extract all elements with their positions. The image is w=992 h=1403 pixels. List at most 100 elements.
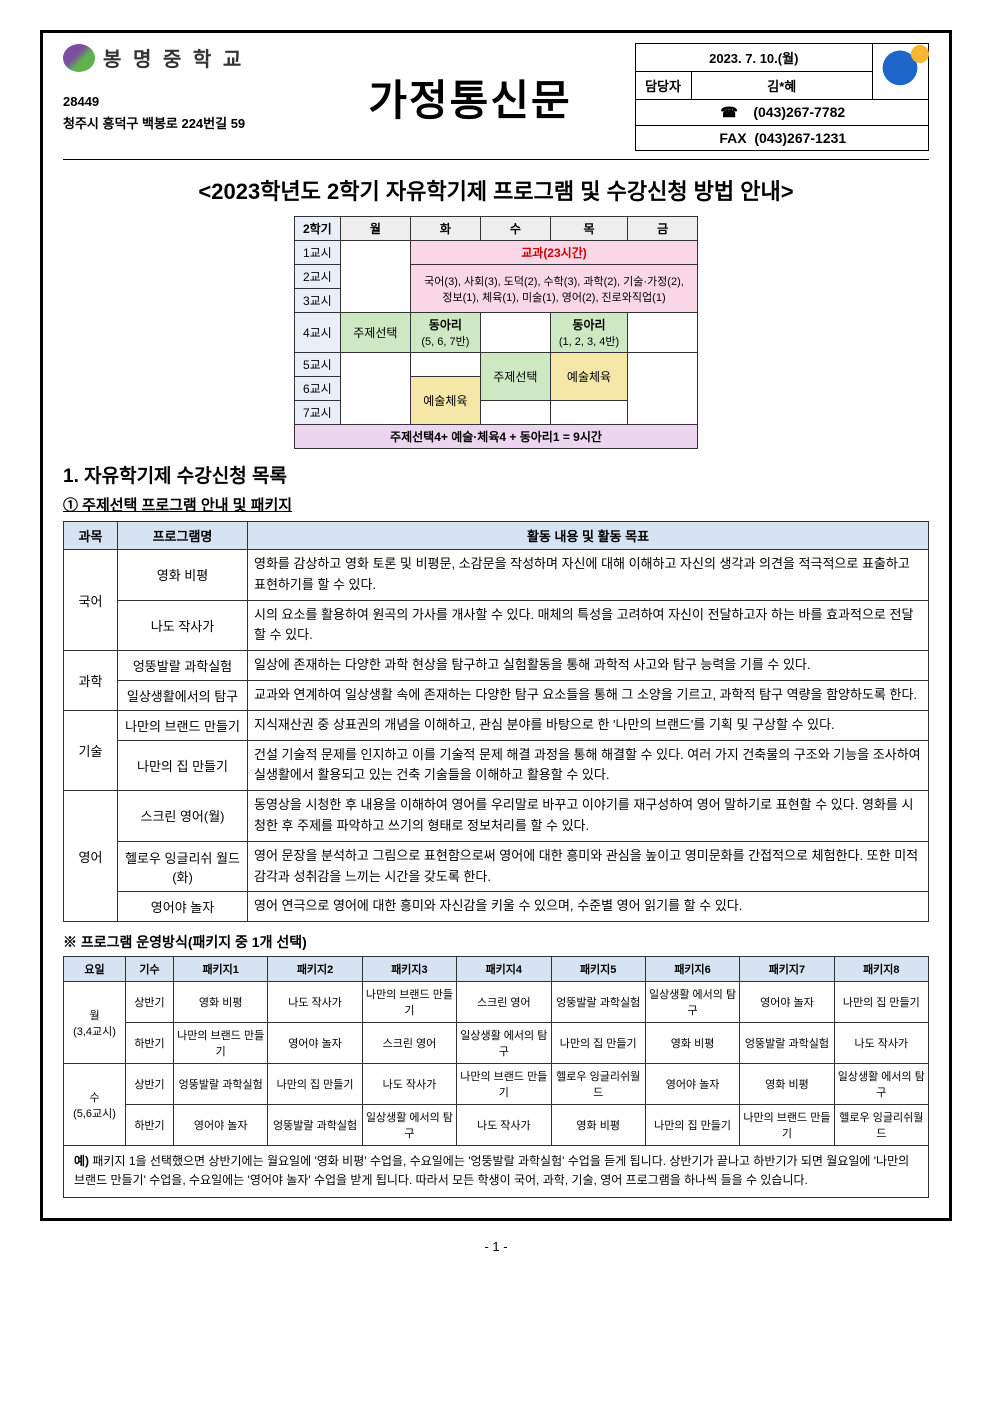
package-cell: 엉뚱발랄 과학실험 — [551, 982, 645, 1023]
seal-stamp-icon — [879, 49, 921, 91]
program-desc: 동영상을 시청한 후 내용을 이해하여 영어를 우리말로 바꾸고 이야기를 재구… — [248, 791, 929, 842]
schedule-corner: 2학기 — [294, 217, 340, 241]
package-cell: 일상생활 에서의 탐구 — [362, 1105, 456, 1146]
program-h-desc: 활동 내용 및 활동 목표 — [248, 522, 929, 550]
fri-blank-4 — [628, 313, 698, 353]
program-row: 나도 작사가시의 요소를 활용하여 원곡의 가사를 개사할 수 있다. 매체의 … — [64, 600, 929, 651]
wed-blank-4 — [480, 313, 550, 353]
schedule-summary: 주제선택4+ 예술·체육4 + 동아리1 = 9시간 — [294, 425, 697, 449]
header-right: 2023. 7. 10.(월) 담당자 김*혜 ☎ (043)267-7782 — [635, 43, 929, 151]
package-term: 상반기 — [126, 982, 174, 1023]
package-cell: 나도 작사가 — [268, 982, 362, 1023]
package-header-cell: 패키지5 — [551, 957, 645, 982]
package-day: 수 (5,6교시) — [64, 1064, 126, 1146]
program-row: 헬로우 잉글리쉬 월드(화)영어 문장을 분석하고 그림으로 표현함으로써 영어… — [64, 841, 929, 892]
schedule-wrap: 2학기 월 화 수 목 금 1교시 교과(23시간) 2교시 국어(3), 사회… — [63, 216, 929, 449]
package-cell: 스크린 영어 — [457, 982, 551, 1023]
program-subject: 기술 — [64, 710, 118, 790]
program-row: 국어영화 비평영화를 감상하고 영화 토론 및 비평문, 소감문을 작성하며 자… — [64, 550, 929, 601]
package-header-row: 요일기수패키지1패키지2패키지3패키지4패키지5패키지6패키지7패키지8 — [64, 957, 929, 982]
curriculum-detail-2: 정보(1), 체육(1), 미술(1), 영어(2), 진로와직업(1) — [442, 292, 665, 304]
program-desc: 영화를 감상하고 영화 토론 및 비평문, 소감문을 작성하며 자신에 대해 이… — [248, 550, 929, 601]
package-day: 월 (3,4교시) — [64, 982, 126, 1064]
period-7: 7교시 — [294, 401, 340, 425]
program-name: 엉뚱발랄 과학실험 — [118, 651, 248, 681]
tel-value: (043)267-7782 — [753, 104, 845, 120]
program-desc: 시의 요소를 활용하여 원곡의 가사를 개사할 수 있다. 매체의 특성을 고려… — [248, 600, 929, 651]
program-desc: 일상에 존재하는 다양한 과학 현상을 탐구하고 실험활동을 통해 과학적 사고… — [248, 651, 929, 681]
package-cell: 엉뚱발랄 과학실험 — [268, 1105, 362, 1146]
contact-tel: ☎ (043)267-7782 — [635, 100, 928, 126]
package-header-cell: 패키지2 — [268, 957, 362, 982]
club1-name: 동아리 — [429, 318, 462, 332]
tel-label: ☎ — [720, 104, 737, 120]
program-desc: 교과와 연계하여 일상생활 속에 존재하는 다양한 탐구 요소들을 통해 그 소… — [248, 680, 929, 710]
tue-blank-5 — [410, 353, 480, 377]
period-4: 4교시 — [294, 313, 340, 353]
package-cell: 영어야 놀자 — [268, 1023, 362, 1064]
mon-blank — [340, 241, 410, 313]
package-cell: 나만의 집 만들기 — [834, 982, 928, 1023]
topic-mon: 주제선택 — [340, 313, 410, 353]
school-logo-icon — [63, 44, 95, 72]
document-title: <2023학년도 2학기 자유학기제 프로그램 및 수강신청 방법 안내> — [63, 174, 929, 206]
example-box: 예) 패키지 1을 선택했으면 상반기에는 월요일에 '영화 비평' 수업을, … — [63, 1146, 929, 1197]
package-cell: 엉뚱발랄 과학실험 — [740, 1023, 834, 1064]
package-row: 월 (3,4교시)상반기영화 비평나도 작사가나만의 브랜드 만들기스크린 영어… — [64, 982, 929, 1023]
package-cell: 영화 비평 — [645, 1023, 739, 1064]
package-row: 하반기나만의 브랜드 만들기영어야 놀자스크린 영어일상생활 에서의 탐구나만의… — [64, 1023, 929, 1064]
package-header-cell: 패키지7 — [740, 957, 834, 982]
package-table: 요일기수패키지1패키지2패키지3패키지4패키지5패키지6패키지7패키지8 월 (… — [63, 956, 929, 1146]
package-cell: 영화 비평 — [740, 1064, 834, 1105]
package-header-cell: 패키지1 — [174, 957, 268, 982]
package-term: 하반기 — [126, 1023, 174, 1064]
package-cell: 나만의 브랜드 만들기 — [174, 1023, 268, 1064]
thu-blank-7 — [550, 401, 627, 425]
package-cell: 나도 작사가 — [457, 1105, 551, 1146]
program-name: 헬로우 잉글리쉬 월드(화) — [118, 841, 248, 892]
package-cell: 나만의 집 만들기 — [268, 1064, 362, 1105]
package-row: 하반기영어야 놀자엉뚱발랄 과학실험일상생활 에서의 탐구나도 작사가영화 비평… — [64, 1105, 929, 1146]
curriculum-detail-1: 국어(3), 사회(3), 도덕(2), 수학(3), 과학(2), 기술·가정… — [424, 276, 684, 288]
document-type-title: 가정통신문 — [368, 67, 571, 128]
program-name: 영화 비평 — [118, 550, 248, 601]
period-5: 5교시 — [294, 353, 340, 377]
schedule-header-row: 2학기 월 화 수 목 금 — [294, 217, 697, 241]
package-cell: 영어야 놀자 — [645, 1064, 739, 1105]
section1-title: 1. 자유학기제 수강신청 목록 — [63, 461, 929, 488]
header-left: 봉 명 중 학 교 28449 청주시 흥덕구 백봉로 224번길 59 — [63, 43, 305, 151]
package-cell: 나만의 브랜드 만들기 — [457, 1064, 551, 1105]
program-desc: 영어 연극으로 영어에 대한 흥미와 자신감을 키울 수 있으며, 수준별 영어… — [248, 892, 929, 922]
period-2: 2교시 — [294, 265, 340, 289]
package-cell: 일상생활 에서의 탐구 — [457, 1023, 551, 1064]
package-cell: 스크린 영어 — [362, 1023, 456, 1064]
package-header-cell: 패키지3 — [362, 957, 456, 982]
curriculum-label: 교과(23시간) — [410, 241, 697, 265]
package-header-cell: 패키지6 — [645, 957, 739, 982]
club1-sub: (5, 6, 7반) — [421, 336, 469, 348]
package-cell: 영화 비평 — [174, 982, 268, 1023]
period-3: 3교시 — [294, 289, 340, 313]
artpe-thu: 예술체육 — [550, 353, 627, 401]
header-info-table: 2023. 7. 10.(월) 담당자 김*혜 ☎ (043)267-7782 — [635, 43, 929, 151]
package-cell: 영어야 놀자 — [740, 982, 834, 1023]
page-number: - 1 - — [40, 1239, 952, 1254]
program-name: 나만의 집 만들기 — [118, 740, 248, 791]
program-name: 영어야 놀자 — [118, 892, 248, 922]
example-label: 예) — [74, 1154, 89, 1168]
program-desc: 영어 문장을 분석하고 그림으로 표현함으로써 영어에 대한 흥미와 관심을 높… — [248, 841, 929, 892]
fax-label: FAX — [719, 130, 746, 146]
program-name: 스크린 영어(월) — [118, 791, 248, 842]
package-cell: 헬로우 잉글리쉬월드 — [834, 1105, 928, 1146]
package-cell: 나만의 집 만들기 — [551, 1023, 645, 1064]
program-name: 나도 작사가 — [118, 600, 248, 651]
club2-name: 동아리 — [572, 318, 605, 332]
package-note: ※ 프로그램 운영방식(패키지 중 1개 선택) — [63, 932, 929, 952]
package-row: 수 (5,6교시)상반기엉뚱발랄 과학실험나만의 집 만들기나도 작사가나만의 … — [64, 1064, 929, 1105]
school-address: 청주시 흥덕구 백봉로 224번길 59 — [63, 113, 305, 132]
program-row: 일상생활에서의 탐구교과와 연계하여 일상생활 속에 존재하는 다양한 탐구 요… — [64, 680, 929, 710]
package-cell: 나만의 브랜드 만들기 — [740, 1105, 834, 1146]
day-thu: 목 — [550, 217, 627, 241]
program-subject: 국어 — [64, 550, 118, 651]
program-row: 과학엉뚱발랄 과학실험일상에 존재하는 다양한 과학 현상을 탐구하고 실험활동… — [64, 651, 929, 681]
